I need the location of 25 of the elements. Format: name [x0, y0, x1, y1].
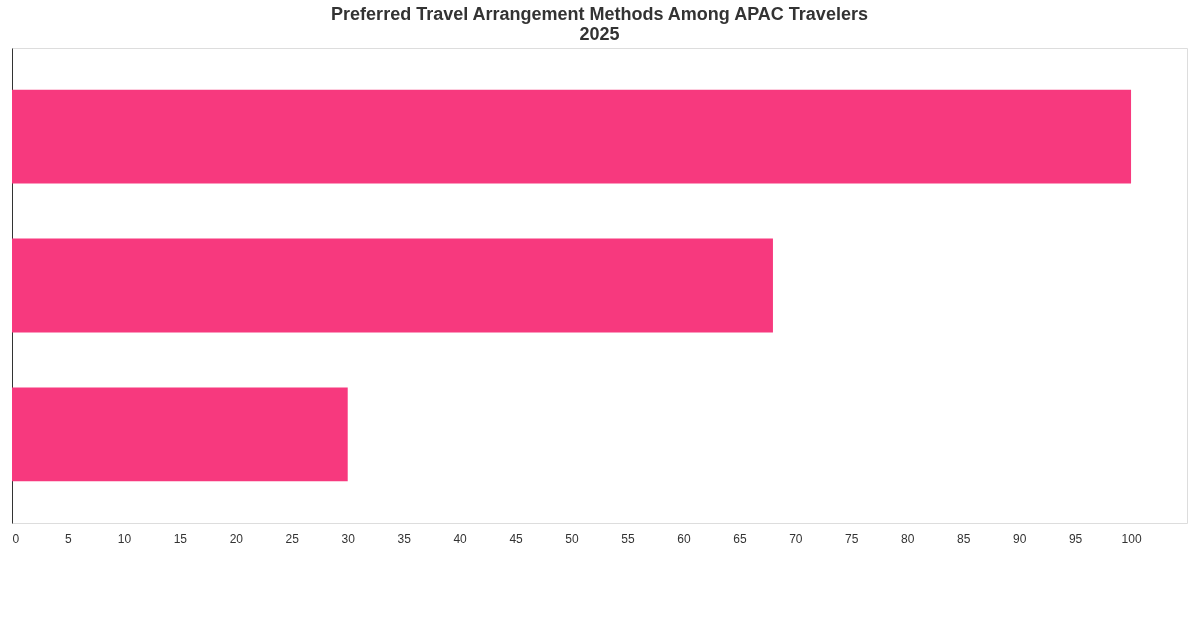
bar	[12, 238, 773, 333]
x-tick-label: 15	[173, 531, 188, 546]
x-tick-label: 55	[621, 531, 635, 546]
x-tick-label: 60	[677, 531, 691, 546]
x-tick-label: 25	[285, 531, 300, 546]
x-tick-label: 0	[12, 531, 20, 546]
x-tick-label: 95	[1068, 531, 1083, 546]
x-tick-label: 80	[901, 531, 915, 546]
x-tick-label: 50	[565, 531, 580, 546]
x-tick-label: 5	[65, 531, 73, 546]
x-tick-label: 70	[789, 531, 803, 546]
x-tick-label: 10	[117, 531, 132, 546]
x-tick-label: 65	[733, 531, 747, 546]
x-tick-label: 75	[845, 531, 859, 546]
x-tick-label: 35	[397, 531, 412, 546]
x-tick-label: 85	[957, 531, 971, 546]
x-tick-label: 45	[509, 531, 524, 546]
x-tick-label: 100	[1121, 531, 1142, 546]
bar	[12, 89, 1132, 184]
x-tick-label: 90	[1012, 531, 1027, 546]
x-tick-label: 30	[341, 531, 356, 546]
x-tick-label: 40	[453, 531, 468, 546]
bar	[12, 387, 348, 482]
chart-title: Preferred Travel Arrangement Methods Among APAC Travelers 2025	[331, 4, 868, 44]
x-tick-label: 20	[229, 531, 244, 546]
